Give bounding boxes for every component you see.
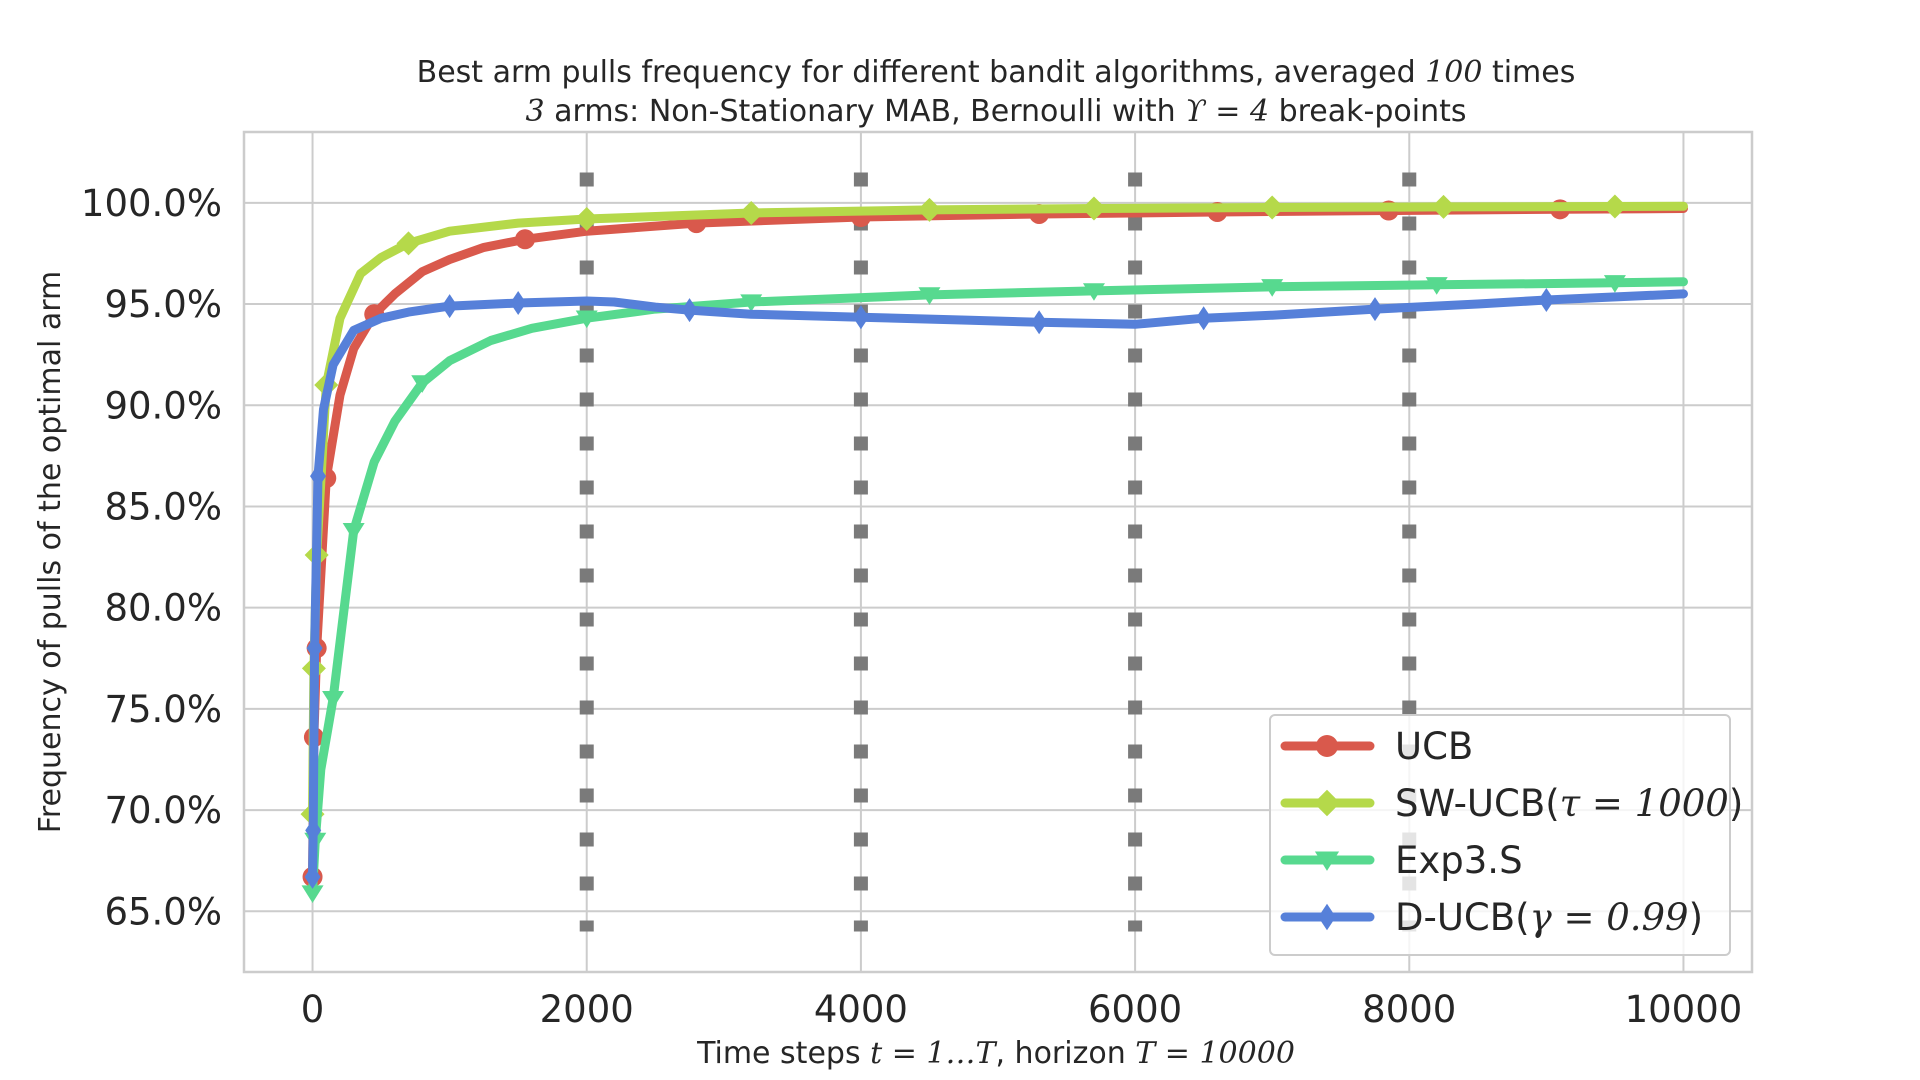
y-axis-label: Frequency of pulls of the optimal arm <box>33 271 68 833</box>
data-point-marker <box>574 207 599 232</box>
data-point-marker <box>575 310 598 329</box>
chart-title-line2: 3 arms: Non-Stationary MAB, Bernoulli wi… <box>526 94 1467 129</box>
y-tick-labels: 65.0% 70.0% 75.0% 80.0% 85.0% 90.0% 95.0% 100.0… <box>81 182 222 933</box>
data-point-marker <box>1261 279 1284 297</box>
chart-title-line1: Best arm pulls frequency for different b… <box>417 55 1576 90</box>
x-tick-label: 6000 <box>1088 988 1182 1031</box>
x-tick-label: 2000 <box>540 988 634 1031</box>
plot-frame <box>242 130 1754 974</box>
y-tick-label: 85.0% <box>104 485 222 528</box>
data-point-marker <box>681 298 698 323</box>
legend-swatch-marker <box>1313 789 1341 817</box>
data-point-marker <box>1602 194 1627 219</box>
data-point-marker <box>1260 195 1285 220</box>
legend-swatch-marker <box>1314 851 1340 871</box>
legend-swatch-marker <box>1316 735 1338 757</box>
legend-entry: Exp3.S <box>1280 839 1523 882</box>
data-point-marker <box>918 287 941 305</box>
data-point-marker <box>510 291 527 316</box>
legend-label: D-UCB(γ = 0.99) <box>1395 896 1703 939</box>
data-point-marker <box>739 200 764 225</box>
data-point-marker <box>306 636 323 661</box>
y-tick-label: 70.0% <box>104 789 222 832</box>
legend-swatch-marker <box>1318 903 1336 931</box>
data-point-marker <box>1031 310 1048 335</box>
data-point-marker <box>1367 297 1383 322</box>
legend-entry: UCB <box>1280 725 1473 768</box>
data-point-marker <box>441 294 458 319</box>
series-4 <box>304 288 1688 889</box>
data-point-marker <box>1081 196 1106 221</box>
data-point-marker <box>322 691 345 709</box>
legend-box <box>1269 714 1731 956</box>
series-lines <box>300 194 1688 903</box>
data-point-marker <box>515 229 536 250</box>
data-point-marker <box>1431 194 1456 219</box>
y-tick-label: 65.0% <box>104 890 222 933</box>
data-point-marker <box>1195 306 1212 331</box>
series-line <box>308 289 1688 882</box>
y-tick-label: 95.0% <box>104 283 222 326</box>
legend-label: SW-UCB(τ = 1000) <box>1395 782 1743 825</box>
x-axis-label: Time steps t = 1…T, horizon T = 10000 <box>696 1036 1295 1071</box>
data-point-marker <box>396 231 421 256</box>
y-tick-label: 90.0% <box>104 384 222 427</box>
data-point-marker <box>852 305 869 330</box>
data-point-marker <box>304 864 321 889</box>
x-tick-labels: 0 2000 4000 6000 8000 10000 <box>301 988 1743 1031</box>
data-point-marker <box>411 375 434 393</box>
data-point-marker <box>305 818 322 843</box>
data-point-marker <box>1425 277 1448 295</box>
x-tick-label: 10000 <box>1625 988 1743 1031</box>
data-point-marker <box>301 885 324 903</box>
data-point-marker <box>740 294 763 312</box>
data-point-marker <box>1082 283 1105 301</box>
legend: UCB SW-UCB(τ = 1000) Exp3.S D-UCB(γ = 0.99) <box>1269 714 1743 956</box>
data-point-marker <box>342 523 365 541</box>
data-point-marker <box>1603 275 1626 293</box>
legend-label: UCB <box>1395 725 1473 768</box>
x-tick-label: 8000 <box>1362 988 1456 1031</box>
y-tick-label: 100.0% <box>81 182 222 225</box>
data-point-marker <box>1538 288 1555 312</box>
x-tick-label: 0 <box>301 988 325 1031</box>
data-point-marker <box>917 197 942 222</box>
legend-label: Exp3.S <box>1395 839 1523 882</box>
x-tick-label: 4000 <box>814 988 908 1031</box>
y-tick-label: 75.0% <box>104 688 222 731</box>
data-point-marker <box>310 464 327 489</box>
y-tick-label: 80.0% <box>104 587 222 630</box>
legend-entry: D-UCB(γ = 0.99) <box>1280 896 1703 939</box>
series-line <box>308 277 1688 898</box>
legend-entry: SW-UCB(τ = 1000) <box>1280 782 1743 825</box>
